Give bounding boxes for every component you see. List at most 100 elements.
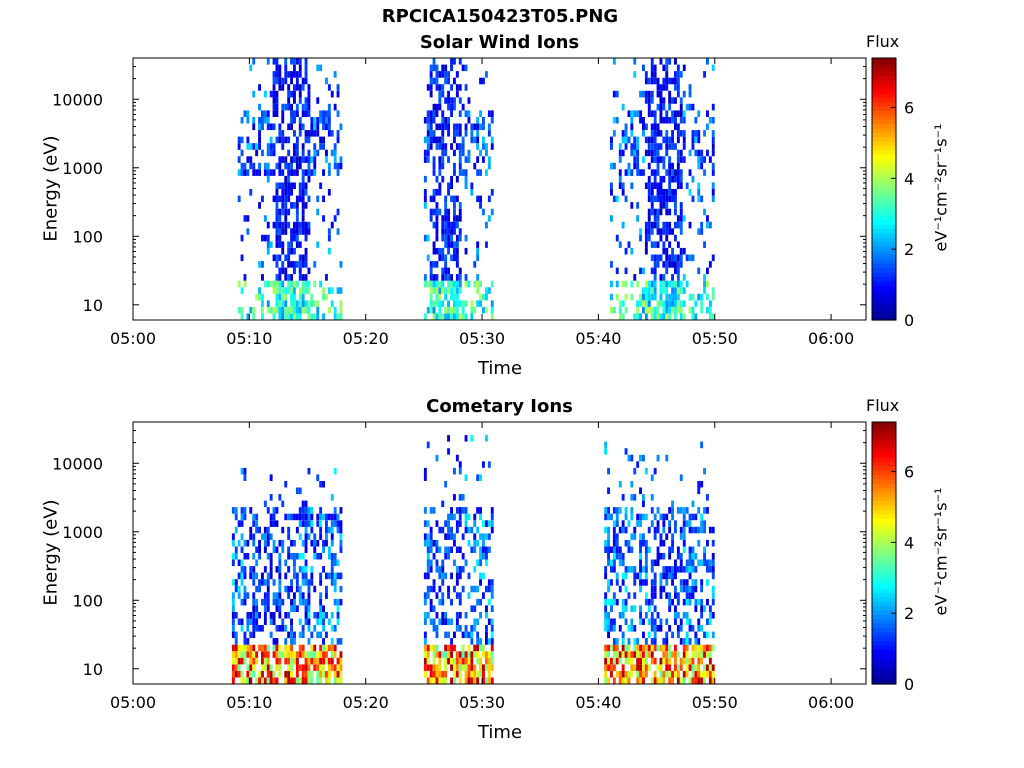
data-cell <box>278 84 282 91</box>
data-cell <box>464 280 468 288</box>
data-cell <box>697 182 701 189</box>
data-cell <box>610 162 613 170</box>
data-cell <box>447 280 450 288</box>
data-cell <box>301 123 305 131</box>
data-cell <box>618 651 622 658</box>
data-cell <box>642 664 645 671</box>
data-cell <box>304 156 308 163</box>
data-cell <box>432 247 436 255</box>
data-cell <box>476 280 480 288</box>
data-cell <box>455 175 459 183</box>
data-cell <box>610 189 613 196</box>
data-cell <box>691 136 695 144</box>
data-cell <box>676 162 680 170</box>
colorbar-frame <box>871 421 897 685</box>
data-cell <box>653 182 657 189</box>
data-cell <box>278 494 282 501</box>
data-cell <box>633 566 637 573</box>
data-cell <box>444 546 448 553</box>
data-cell <box>435 300 439 307</box>
data-cell <box>688 306 692 314</box>
data-cell <box>432 208 436 216</box>
data-cell <box>249 533 253 540</box>
data-cell <box>455 241 459 248</box>
data-cell <box>668 169 672 176</box>
data-cell <box>441 117 445 124</box>
data-cell <box>650 64 654 72</box>
data-cell <box>650 598 654 606</box>
data-cell <box>447 533 450 540</box>
data-cell <box>438 103 442 111</box>
data-cell <box>627 546 631 553</box>
data-cell <box>301 306 305 314</box>
data-cell <box>473 280 477 288</box>
data-cell <box>659 195 663 203</box>
data-cell <box>441 579 445 586</box>
data-cell <box>610 182 613 189</box>
data-cell <box>319 670 323 678</box>
data-cell <box>319 651 323 658</box>
data-cell <box>607 644 610 652</box>
data-cell <box>278 539 282 547</box>
data-cell <box>261 149 264 157</box>
data-cell <box>633 58 637 65</box>
data-cell <box>674 605 677 612</box>
data-cell <box>458 123 462 131</box>
data-cell <box>455 546 459 553</box>
data-cell <box>653 513 657 521</box>
data-cell <box>647 77 651 85</box>
data-cell <box>607 651 610 658</box>
colorbar-segment <box>872 149 896 155</box>
data-cell <box>639 169 642 176</box>
data-cell <box>636 313 640 320</box>
colorbar-segment <box>872 622 896 628</box>
data-cell <box>671 169 674 176</box>
data-cell <box>266 306 270 314</box>
data-cell <box>703 670 706 678</box>
data-cell <box>237 306 241 314</box>
data-cell <box>243 110 247 117</box>
data-cell <box>252 631 256 639</box>
data-cell <box>708 566 712 573</box>
data-cell <box>441 71 445 78</box>
data-cell <box>287 149 291 157</box>
data-cell <box>636 110 640 117</box>
data-cell <box>444 313 448 320</box>
data-cell <box>304 526 308 534</box>
data-cell <box>266 677 270 684</box>
data-cell <box>327 644 331 652</box>
data-cell <box>278 64 282 72</box>
data-cell <box>621 103 625 111</box>
data-cell <box>252 313 256 320</box>
data-cell <box>261 579 264 586</box>
data-cell <box>432 58 436 65</box>
data-cell <box>676 64 680 72</box>
data-cell <box>231 559 235 567</box>
data-cell <box>429 533 433 540</box>
data-cell <box>647 143 651 150</box>
data-cell <box>644 287 648 294</box>
data-cell <box>485 664 488 671</box>
data-cell <box>642 287 645 294</box>
data-cell <box>432 64 436 72</box>
data-cell <box>258 579 261 586</box>
data-cell <box>612 664 616 671</box>
data-cell <box>307 149 311 157</box>
data-cell <box>650 618 654 625</box>
data-cell <box>263 234 267 242</box>
data-cell <box>482 539 485 547</box>
data-cell <box>453 162 456 170</box>
data-cell <box>668 605 672 612</box>
colorbar-tick-label: 4 <box>904 533 914 552</box>
data-cell <box>450 234 453 242</box>
data-cell <box>694 664 698 671</box>
data-cell <box>307 110 311 117</box>
data-cell <box>266 143 270 150</box>
data-cell <box>426 110 430 117</box>
data-cell <box>295 58 299 65</box>
plot-frame <box>132 421 867 685</box>
data-cell <box>295 651 299 658</box>
data-cell <box>447 520 450 527</box>
data-cell <box>293 572 296 580</box>
data-cell <box>639 110 642 117</box>
